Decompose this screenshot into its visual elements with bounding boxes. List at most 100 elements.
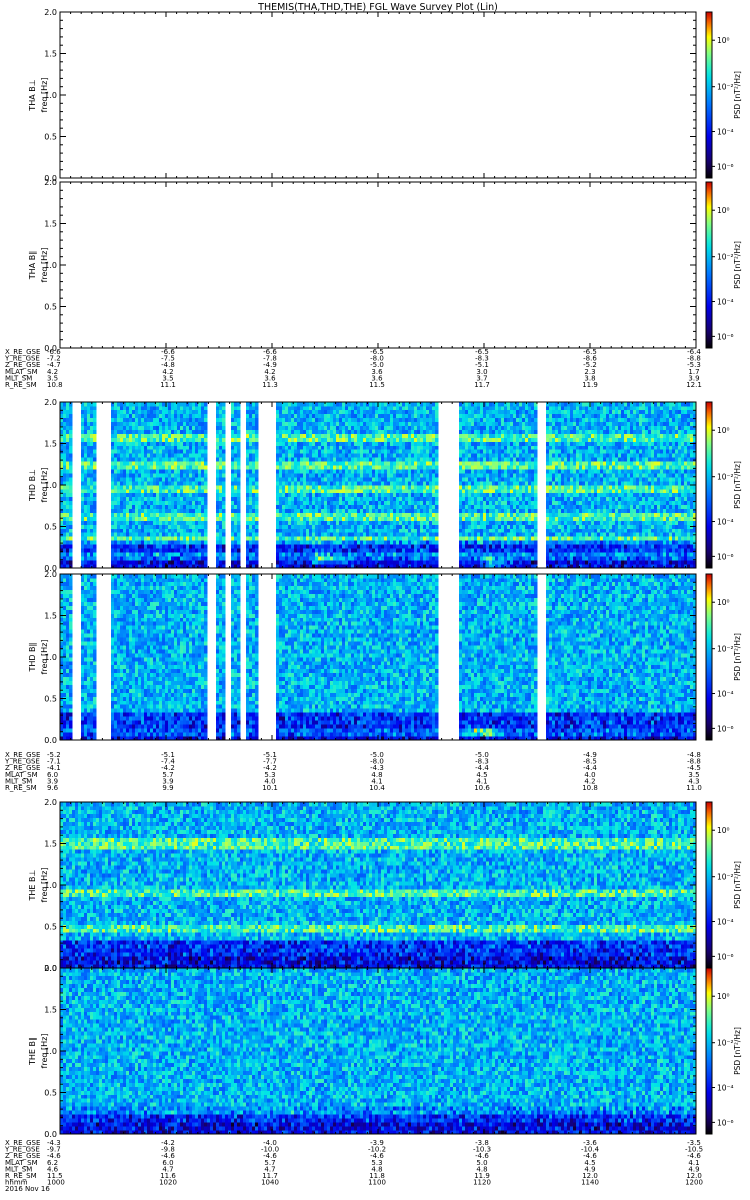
colorbar-tick-label: 10⁻⁶	[717, 332, 734, 341]
panel-unit: freq [Hz]	[40, 468, 49, 503]
colorbar-label: PSD [nT²/Hz]	[733, 1027, 742, 1075]
colorbar-gradient	[706, 802, 712, 968]
ephemeris-value: 10.4	[369, 784, 385, 792]
y-tick-label: 0.5	[44, 695, 57, 704]
ephemeris-value: 1100	[368, 1179, 386, 1187]
colorbar-tick-label: 10⁻⁴	[717, 690, 734, 699]
colorbar-gradient	[706, 574, 712, 740]
ephemeris-value: 11.1	[160, 381, 176, 389]
panel-unit: freq [Hz]	[40, 868, 49, 903]
colorbar: 10⁰ 10⁻² 10⁻⁴ 10⁻⁶ PSD [nT²/Hz]	[706, 12, 742, 178]
y-tick-label: 0.5	[44, 523, 57, 532]
panel-ylabel: THD B⊥	[28, 469, 37, 502]
colorbar-tick-label: 10⁰	[717, 36, 730, 45]
colorbar-gradient	[706, 182, 712, 348]
ephemeris-value: 9.9	[162, 784, 173, 792]
colorbar: 10⁰ 10⁻² 10⁻⁴ 10⁻⁶ PSD [nT²/Hz]	[706, 574, 742, 740]
ephemeris-value: 10.1	[262, 784, 278, 792]
panel-unit: freq [Hz]	[40, 78, 49, 113]
colorbar-tick-label: 10⁻⁶	[717, 162, 734, 171]
panel-ylabel: THE B⊥	[28, 869, 37, 901]
colorbar-tick-label: 10⁻⁶	[717, 952, 734, 961]
ephemeris-value: 11.5	[369, 381, 385, 389]
panel-frame	[60, 182, 696, 348]
panel-ylabel: THA B⊥	[28, 79, 37, 111]
y-tick-label: 1.5	[44, 840, 57, 849]
y-tick-label: 2.0	[44, 8, 57, 17]
y-tick-label: 0.5	[44, 1089, 57, 1098]
y-tick-label: 1.5	[44, 50, 57, 59]
colorbar-tick-label: 10⁻²	[717, 473, 734, 482]
colorbar-tick-label: 10⁰	[717, 206, 730, 215]
ephemeris-label: R_RE_SM	[5, 784, 37, 792]
colorbar-tick-label: 10⁰	[717, 598, 730, 607]
colorbar-gradient	[706, 968, 712, 1134]
colorbar-tick-label: 10⁻⁴	[717, 298, 734, 307]
ephemeris-block-0: X_RE_GSEY_RE_GSEZ_RE_GSEMLAT_SMMLT_SMR_R…	[4, 348, 702, 389]
y-tick-label: 1.5	[44, 220, 57, 229]
colorbar-label: PSD [nT²/Hz]	[733, 633, 742, 681]
colorbar-tick-label: 10⁰	[717, 826, 730, 835]
ephemeris-value: 1120	[473, 1179, 491, 1187]
plot-title: THEMIS(THA,THD,THE) FGL Wave Survey Plot…	[257, 2, 498, 13]
ephemeris-value: 10.6	[474, 784, 490, 792]
panel-unit: freq [Hz]	[40, 640, 49, 675]
y-tick-label: 2.0	[44, 570, 57, 579]
panel-frame	[60, 12, 696, 178]
colorbar-tick-label: 10⁻⁴	[717, 918, 734, 927]
colorbar-label: PSD [nT²/Hz]	[733, 71, 742, 119]
y-tick-label: 1.5	[44, 612, 57, 621]
ephemeris-value: 10.8	[582, 784, 598, 792]
y-tick-label: 0.5	[44, 133, 57, 142]
y-tick-label: 2.0	[44, 798, 57, 807]
y-tick-label: 2.0	[44, 398, 57, 407]
colorbar-tick-label: 10⁻⁴	[717, 1084, 734, 1093]
panel-ylabel: THD B∥	[28, 642, 37, 672]
colorbar-tick-label: 10⁻⁶	[717, 1118, 734, 1127]
colorbar-gradient	[706, 402, 712, 568]
colorbar-tick-label: 10⁻⁶	[717, 724, 734, 733]
ephemeris-value: 11.0	[686, 784, 702, 792]
spectrogram-cells	[60, 968, 696, 1134]
colorbar-tick-label: 10⁻²	[717, 253, 734, 262]
colorbar-tick-label: 10⁻²	[717, 1039, 734, 1048]
y-tick-label: 0.5	[44, 303, 57, 312]
panel-ylabel: THA B∥	[28, 251, 37, 280]
y-tick-label: 2.0	[44, 964, 57, 973]
colorbar-tick-label: 10⁻²	[717, 83, 734, 92]
ephemeris-value: 11.9	[582, 381, 598, 389]
ephemeris-value: 11.3	[262, 381, 278, 389]
y-tick-label: 2.0	[44, 178, 57, 187]
colorbar: 10⁰ 10⁻² 10⁻⁴ 10⁻⁶ PSD [nT²/Hz]	[706, 802, 742, 968]
ephemeris-label: 2016 Nov 16	[5, 1185, 50, 1193]
colorbar-tick-label: 10⁻²	[717, 873, 734, 882]
colorbar-tick-label: 10⁰	[717, 426, 730, 435]
ephemeris-value: 1000	[47, 1179, 65, 1187]
colorbar-label: PSD [nT²/Hz]	[733, 241, 742, 289]
ephemeris-block-2: X_RE_GSEY_RE_GSEZ_RE_GSEMLAT_SMMLT_SMR_R…	[4, 1139, 703, 1193]
spectrogram-cells	[60, 802, 696, 968]
colorbar-tick-label: 10⁻²	[717, 645, 734, 654]
spectrogram-cells	[60, 574, 696, 740]
colorbar-tick-label: 10⁻⁴	[717, 128, 734, 137]
ephemeris-value: 11.7	[474, 381, 490, 389]
ephemeris-label: R_RE_SM	[5, 381, 37, 389]
colorbar-tick-label: 10⁻⁶	[717, 552, 734, 561]
colorbar-label: PSD [nT²/Hz]	[733, 861, 742, 909]
ephemeris-value: 12.1	[686, 381, 702, 389]
ephemeris-value: 1140	[581, 1179, 599, 1187]
ephemeris-value: 10.8	[47, 381, 63, 389]
y-tick-label: 0.0	[44, 736, 57, 745]
y-tick-label: 0.5	[44, 923, 57, 932]
ephemeris-value: 1040	[261, 1179, 279, 1187]
colorbar-tick-label: 10⁰	[717, 992, 730, 1001]
y-tick-label: 1.5	[44, 1006, 57, 1015]
colorbar: 10⁰ 10⁻² 10⁻⁴ 10⁻⁶ PSD [nT²/Hz]	[706, 968, 742, 1134]
y-tick-label: 1.5	[44, 440, 57, 449]
